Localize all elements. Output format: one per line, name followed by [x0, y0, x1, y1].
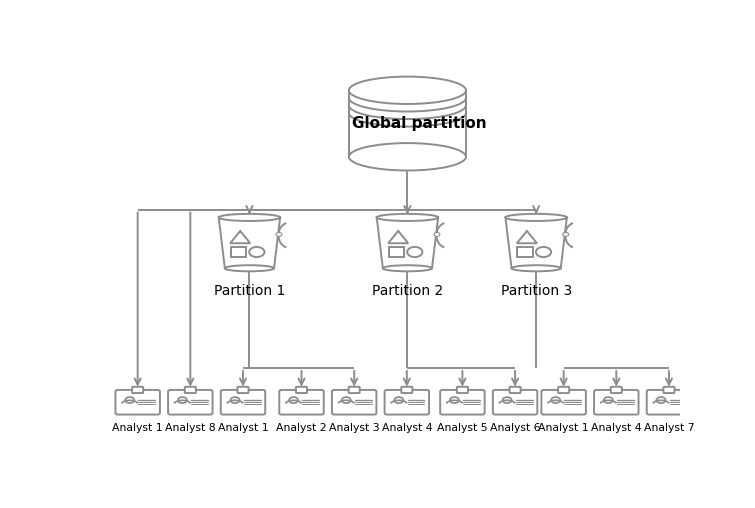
FancyBboxPatch shape — [349, 387, 359, 393]
FancyBboxPatch shape — [440, 390, 485, 415]
FancyBboxPatch shape — [611, 387, 622, 393]
Text: Partition 3: Partition 3 — [501, 284, 572, 298]
FancyBboxPatch shape — [402, 387, 412, 393]
Text: Partition 1: Partition 1 — [214, 284, 285, 298]
Text: Analyst 8: Analyst 8 — [165, 423, 216, 433]
FancyBboxPatch shape — [384, 390, 429, 415]
Bar — [231, 247, 246, 257]
Ellipse shape — [219, 214, 280, 221]
Circle shape — [562, 233, 569, 236]
Bar — [389, 247, 404, 257]
FancyBboxPatch shape — [296, 387, 307, 393]
FancyBboxPatch shape — [185, 387, 196, 393]
FancyBboxPatch shape — [332, 390, 377, 415]
Ellipse shape — [383, 265, 432, 271]
Bar — [517, 247, 533, 257]
Ellipse shape — [349, 143, 466, 171]
FancyBboxPatch shape — [541, 390, 586, 415]
FancyBboxPatch shape — [647, 390, 692, 415]
FancyBboxPatch shape — [664, 387, 674, 393]
FancyBboxPatch shape — [168, 390, 213, 415]
Text: Analyst 3: Analyst 3 — [329, 423, 380, 433]
Ellipse shape — [512, 265, 561, 271]
FancyBboxPatch shape — [116, 390, 160, 415]
FancyBboxPatch shape — [510, 387, 521, 393]
Text: Analyst 1: Analyst 1 — [538, 423, 589, 433]
FancyBboxPatch shape — [558, 387, 569, 393]
Circle shape — [434, 233, 440, 236]
Ellipse shape — [225, 265, 274, 271]
FancyBboxPatch shape — [238, 387, 248, 393]
Ellipse shape — [349, 77, 466, 104]
Ellipse shape — [377, 214, 438, 221]
Text: Analyst 1: Analyst 1 — [112, 423, 163, 433]
Circle shape — [276, 233, 282, 236]
Polygon shape — [377, 217, 438, 268]
Polygon shape — [219, 217, 280, 268]
FancyBboxPatch shape — [279, 390, 324, 415]
Text: Analyst 1: Analyst 1 — [217, 423, 268, 433]
Text: Analyst 4: Analyst 4 — [591, 423, 642, 433]
FancyBboxPatch shape — [132, 387, 143, 393]
Text: Partition 2: Partition 2 — [371, 284, 443, 298]
Text: Analyst 6: Analyst 6 — [490, 423, 541, 433]
Ellipse shape — [505, 214, 567, 221]
FancyBboxPatch shape — [457, 387, 468, 393]
FancyBboxPatch shape — [493, 390, 538, 415]
Text: Analyst 2: Analyst 2 — [276, 423, 327, 433]
Text: Analyst 4: Analyst 4 — [381, 423, 432, 433]
FancyBboxPatch shape — [220, 390, 265, 415]
Polygon shape — [505, 217, 567, 268]
Text: Global partition: Global partition — [352, 116, 486, 131]
Text: Analyst 7: Analyst 7 — [644, 423, 695, 433]
Text: Analyst 5: Analyst 5 — [437, 423, 488, 433]
Bar — [349, 90, 466, 157]
FancyBboxPatch shape — [594, 390, 639, 415]
